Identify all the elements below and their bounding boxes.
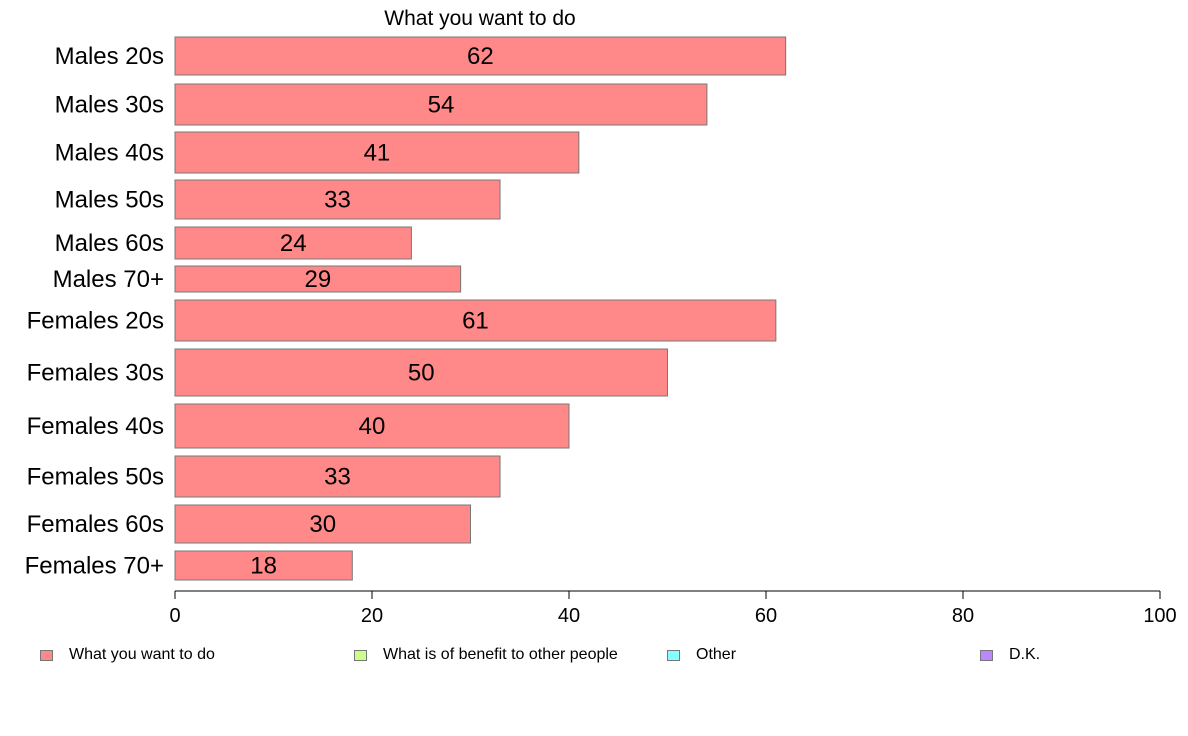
x-tick-label-20: 20 bbox=[361, 605, 383, 627]
data-label-females-60s: 30 bbox=[309, 511, 336, 538]
bars-group bbox=[174, 36, 787, 581]
legend-item-other: Other bbox=[667, 646, 736, 664]
bar-males-60s bbox=[174, 226, 412, 260]
legend-label-what-you-want: What you want to do bbox=[69, 646, 215, 663]
legend: What you want to do What is of benefit t… bbox=[0, 646, 1188, 666]
data-label-females-50s: 33 bbox=[324, 464, 351, 491]
legend-swatch-benefit-to-others bbox=[354, 649, 367, 661]
bar-females-70 bbox=[174, 550, 353, 581]
x-tick-label-100: 100 bbox=[1143, 605, 1176, 627]
category-label-females-60s: Females 60s bbox=[27, 511, 164, 538]
category-label-males-60s: Males 60s bbox=[55, 230, 164, 257]
bar-males-70 bbox=[174, 265, 462, 293]
chart-title: What you want to do bbox=[384, 7, 575, 30]
bar-females-60s bbox=[174, 504, 471, 544]
data-label-males-70: 29 bbox=[304, 266, 331, 293]
category-label-males-50s: Males 50s bbox=[55, 187, 164, 214]
bar-females-30s bbox=[174, 348, 668, 397]
data-label-males-40s: 41 bbox=[364, 140, 391, 167]
legend-label-dk: D.K. bbox=[1009, 646, 1041, 663]
category-label-males-30s: Males 30s bbox=[55, 92, 164, 119]
bar-females-50s bbox=[174, 455, 501, 498]
category-label-females-50s: Females 50s bbox=[27, 464, 164, 491]
category-label-females-70: Females 70+ bbox=[25, 553, 164, 580]
data-label-females-30s: 50 bbox=[408, 360, 435, 387]
category-labels: Males 20s Males 30s Males 40s Males 50s Male… bbox=[25, 43, 164, 580]
bar-males-50s bbox=[174, 179, 501, 220]
data-label-males-30s: 54 bbox=[428, 92, 455, 119]
category-label-females-40s: Females 40s bbox=[27, 413, 164, 440]
data-label-males-20s: 62 bbox=[467, 43, 494, 70]
legend-label-other: Other bbox=[696, 646, 737, 663]
x-axis: 0 20 40 60 80 100 bbox=[169, 590, 1177, 627]
data-label-males-50s: 33 bbox=[324, 187, 351, 214]
legend-item-what-you-want: What you want to do bbox=[40, 646, 215, 664]
category-label-females-20s: Females 20s bbox=[27, 308, 164, 335]
bar-males-30s bbox=[174, 83, 708, 126]
data-label-females-70: 18 bbox=[250, 553, 277, 580]
data-label-females-40s: 40 bbox=[359, 413, 386, 440]
x-tick-label-0: 0 bbox=[169, 605, 180, 627]
bar-males-40s bbox=[174, 131, 580, 174]
category-label-females-30s: Females 30s bbox=[27, 360, 164, 387]
legend-label-benefit-to-others: What is of benefit to other people bbox=[383, 646, 618, 663]
x-tick-label-60: 60 bbox=[755, 605, 777, 627]
legend-swatch-other bbox=[667, 649, 680, 661]
bar-females-20s bbox=[174, 299, 777, 342]
category-label-males-20s: Males 20s bbox=[55, 43, 164, 70]
bar-males-20s bbox=[174, 36, 787, 76]
category-label-males-70: Males 70+ bbox=[53, 266, 164, 293]
x-tick-label-40: 40 bbox=[558, 605, 580, 627]
legend-item-benefit-to-others: What is of benefit to other people bbox=[354, 646, 618, 664]
data-label-males-60s: 24 bbox=[280, 230, 307, 257]
category-label-males-40s: Males 40s bbox=[55, 140, 164, 167]
x-tick-label-80: 80 bbox=[952, 605, 974, 627]
value-labels: 62 54 41 33 24 29 61 50 40 33 30 18 bbox=[250, 43, 493, 580]
data-label-females-20s: 61 bbox=[462, 308, 489, 335]
legend-swatch-what-you-want bbox=[40, 649, 53, 661]
bar-females-40s bbox=[174, 403, 570, 449]
legend-swatch-dk bbox=[980, 649, 993, 661]
legend-item-dk: D.K. bbox=[980, 646, 1040, 664]
